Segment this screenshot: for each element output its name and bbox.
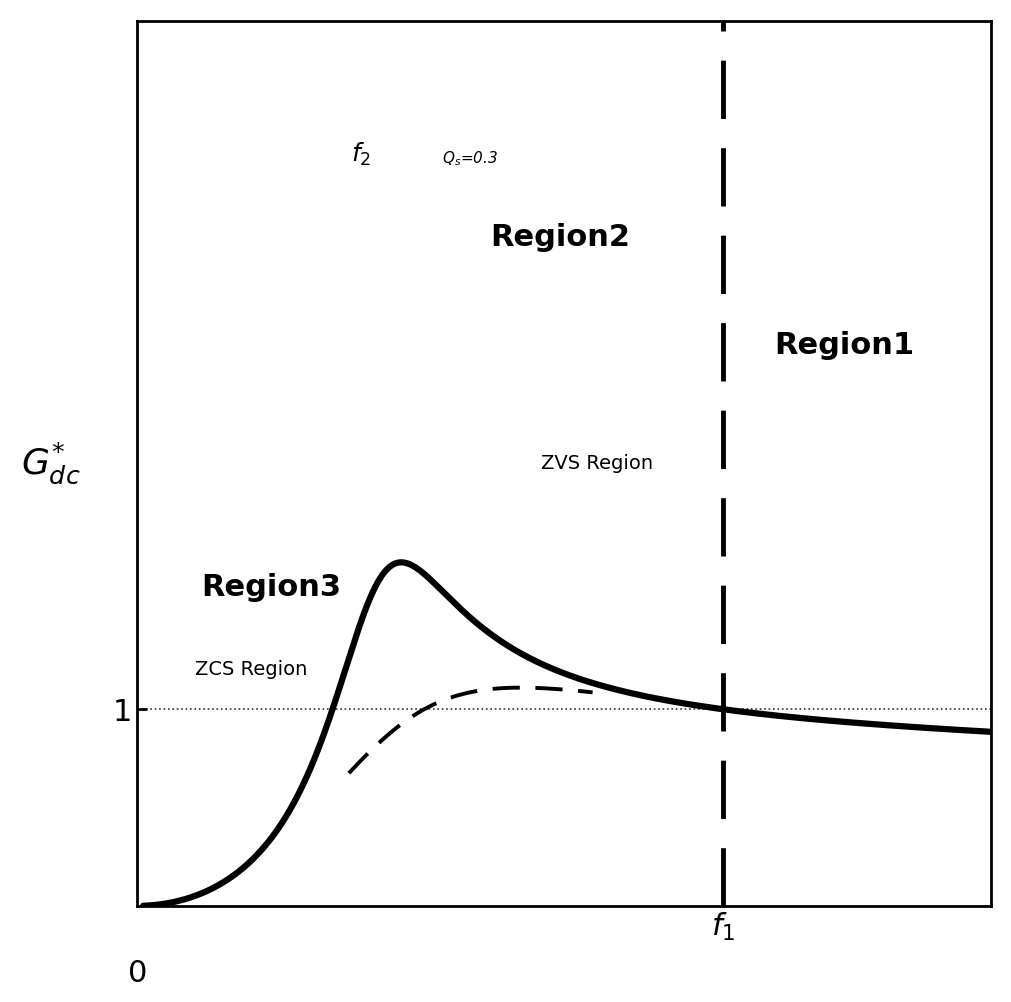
Text: 0: 0 <box>127 959 147 988</box>
Text: Region1: Region1 <box>774 331 914 360</box>
Text: ZCS Region: ZCS Region <box>195 660 307 679</box>
Text: $f_2$: $f_2$ <box>351 141 371 168</box>
Text: Region3: Region3 <box>201 573 341 602</box>
Text: $Q_s$=0.3: $Q_s$=0.3 <box>442 149 497 168</box>
Y-axis label: $G_{dc}^{*}$: $G_{dc}^{*}$ <box>21 441 80 486</box>
Text: Region2: Region2 <box>489 222 630 252</box>
Text: ZVS Region: ZVS Region <box>540 454 652 473</box>
